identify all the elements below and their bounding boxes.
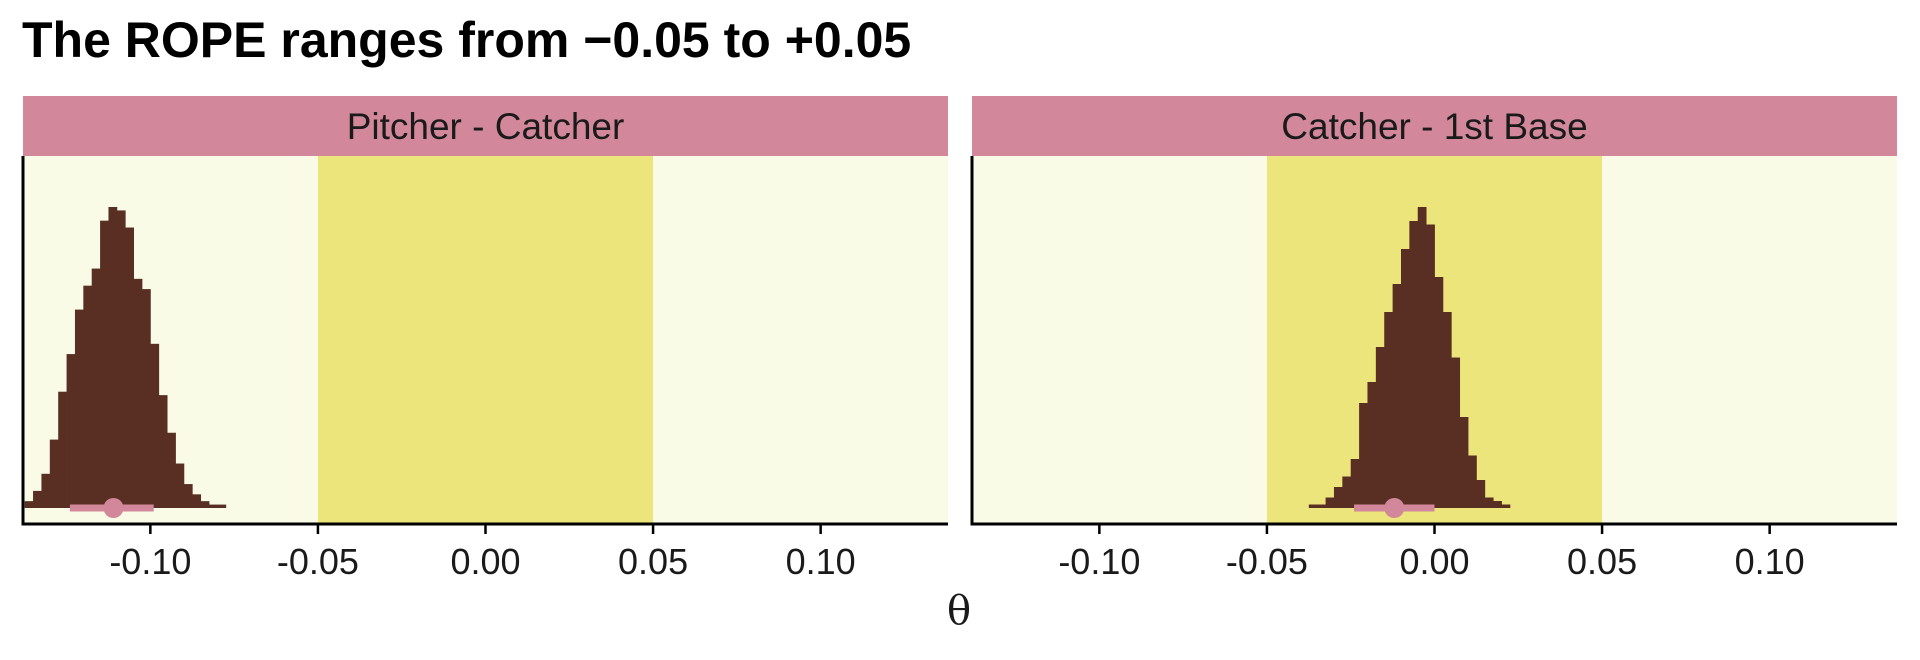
histogram-bar [116,210,126,508]
histogram-bar [1459,417,1469,508]
histogram-bar [1493,501,1502,508]
facet-strip [972,96,1897,156]
x-tick-label: -0.05 [277,541,359,582]
rope-band [317,156,654,524]
histogram-bar [24,501,34,508]
x-tick-label: 0.05 [618,541,688,582]
histogram-bar [1468,455,1477,508]
x-tick-label: 0.10 [1735,541,1805,582]
facet-strip-label: Catcher - 1st Base [1281,106,1587,147]
histogram-bar [91,268,101,508]
facet-panel-catcher-1st-base: Catcher - 1st Base -0.10 -0.05 0.00 0.05 0.10 [970,96,1897,582]
histogram-bar [83,285,93,508]
x-tick-label: -0.10 [109,541,191,582]
histogram-bar [1375,347,1385,508]
histogram-bar [1451,357,1461,508]
histogram-bar [1359,403,1368,508]
histogram-bar [1442,312,1452,508]
x-tick-label: -0.05 [1226,541,1308,582]
histogram-bar [108,207,118,508]
histogram-bar [1317,504,1326,508]
chart-title: The ROPE ranges from −0.05 to +0.05 [22,12,912,68]
histogram-bar [66,354,76,508]
histogram-bar [167,432,176,508]
histogram-bar [100,220,109,508]
facet-panel-pitcher-catcher: Pitcher - Catcher -0.10 -0.05 0.00 0.05 0.10 [21,96,948,582]
histogram-bar [41,473,51,508]
x-tick-label: 0.05 [1567,541,1637,582]
x-tick-label: 0.00 [450,541,520,582]
histogram-bar [175,463,185,508]
x-tick-label: 0.00 [1399,541,1469,582]
histogram-bar [49,439,59,508]
histogram-bar [1484,497,1494,508]
histogram-bar [1384,312,1394,508]
histogram-bar [33,490,42,508]
facet-strip-label: Pitcher - Catcher [347,106,625,147]
histogram-bar [1392,284,1402,508]
histogram-bar [141,289,151,508]
histogram-bar [1308,504,1318,508]
histogram-bar [1434,277,1444,508]
histogram-bar [183,484,193,508]
point-estimate-marker [1384,498,1405,518]
histogram-bar [1426,224,1435,508]
histogram-bar [1417,207,1427,508]
histogram-bar [1476,480,1486,508]
histogram-bar [1367,382,1377,508]
x-tick-label: -0.10 [1058,541,1140,582]
histogram-bar [133,278,143,508]
histogram-bar [1325,497,1335,508]
histogram-bar [200,501,210,508]
histogram-bar [1400,249,1410,508]
facet-strip [23,96,948,156]
histogram-bar [125,227,134,509]
histogram-bar [192,494,202,508]
histogram-bar [1350,459,1360,508]
histogram-bar [1342,476,1352,508]
histogram-bar [209,504,218,508]
histogram-bar [150,343,160,508]
x-axis-label: θ [947,588,971,634]
histogram-bar [1501,504,1511,508]
histogram-bar [217,504,227,508]
histogram-bar [1333,487,1343,508]
point-estimate-marker [103,498,124,518]
histogram-bar [158,395,168,508]
histogram-bar [58,391,67,508]
histogram-bar [1409,221,1419,508]
x-tick-label: 0.10 [786,541,856,582]
histogram-bar [74,309,84,508]
